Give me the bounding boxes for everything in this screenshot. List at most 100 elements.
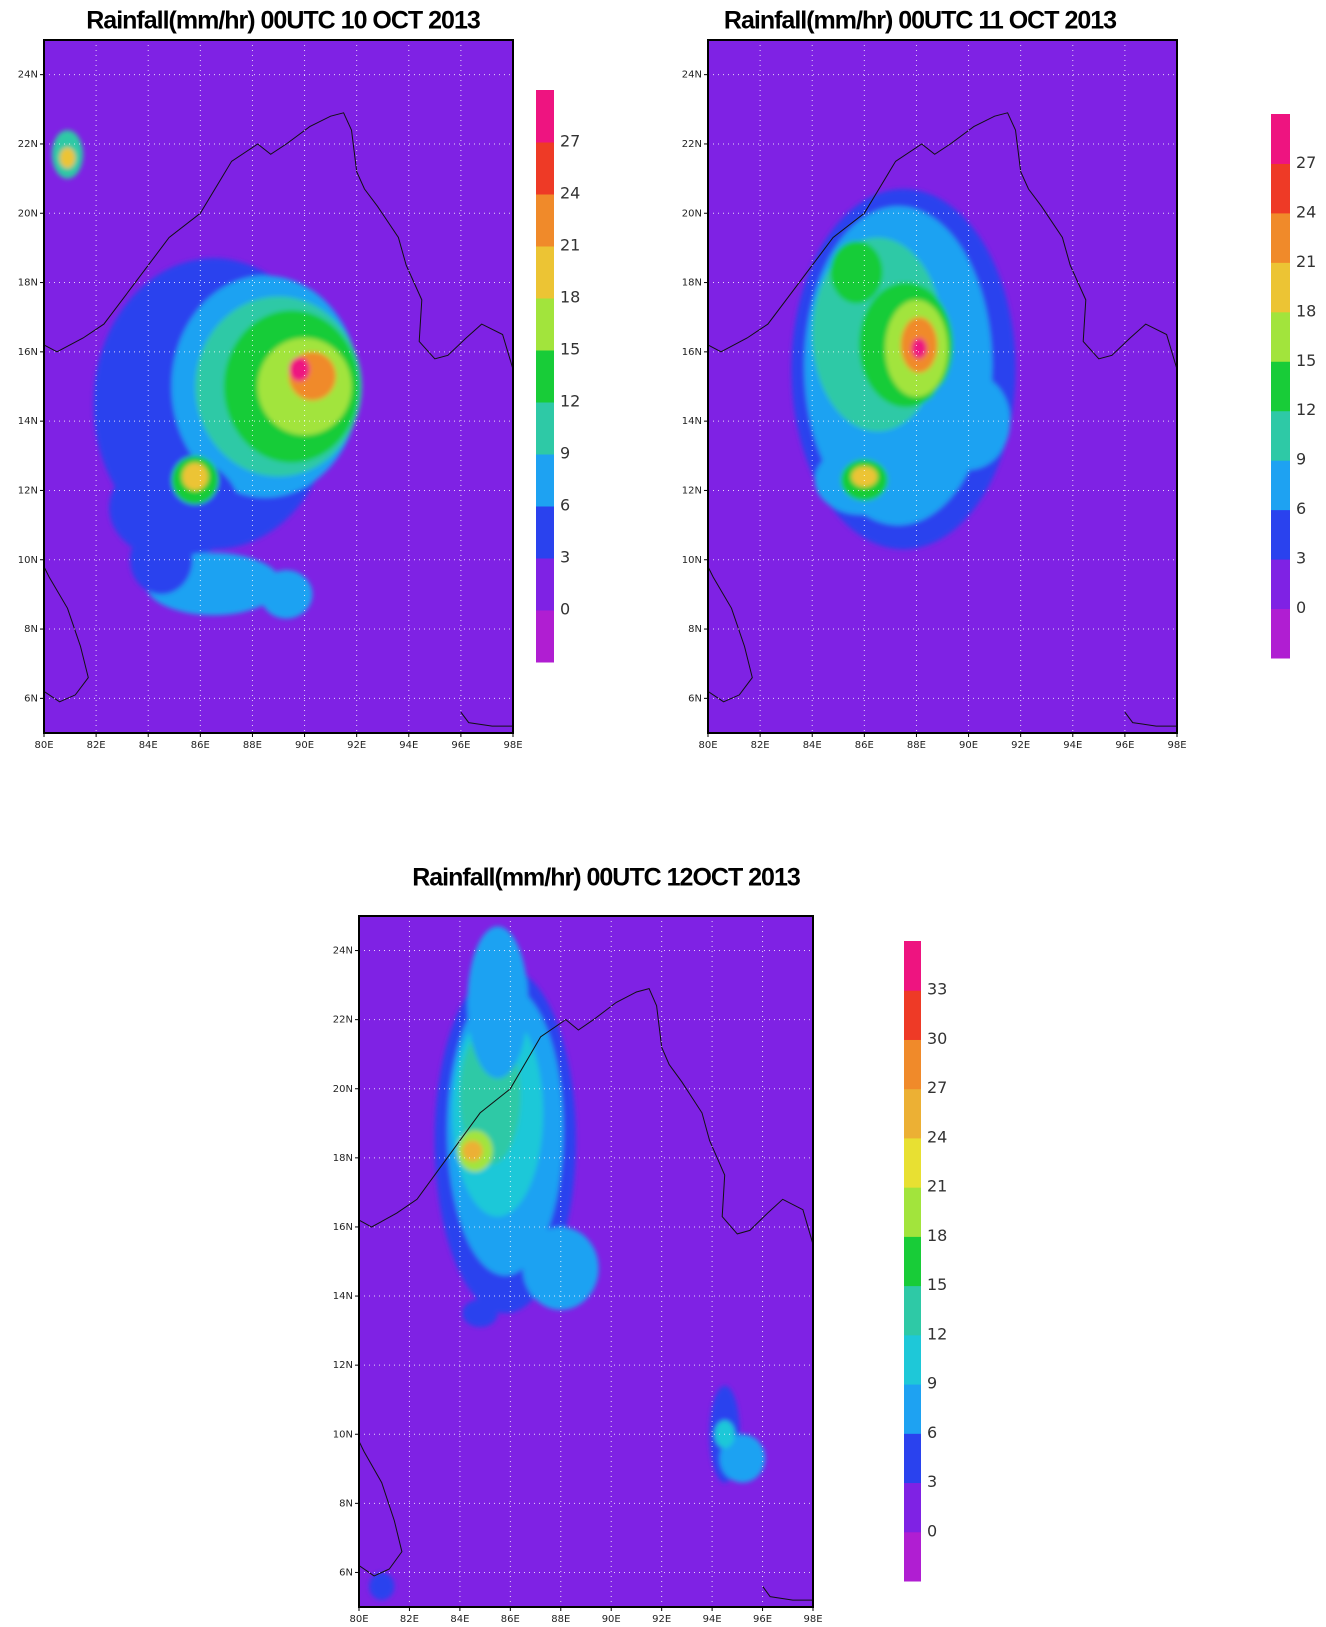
- x-tick-label: 88E: [243, 740, 262, 751]
- coastline: [44, 112, 513, 370]
- x-tick-label: 80E: [698, 740, 717, 751]
- x-tick-label: 82E: [751, 740, 770, 751]
- x-tick-label: 86E: [191, 740, 210, 751]
- y-tick-label: 6N: [24, 693, 38, 704]
- colorbar-label: 3: [560, 548, 570, 567]
- y-tick-label: 16N: [333, 1222, 353, 1233]
- colorbar-band: [904, 990, 921, 1040]
- colorbar-label: 15: [927, 1275, 947, 1294]
- colorbar-label: 0: [927, 1521, 937, 1540]
- x-tick-label: 98E: [503, 740, 522, 751]
- colorbar-band: [904, 1187, 921, 1237]
- rain-cell: [369, 1572, 395, 1601]
- y-tick-label: 22N: [333, 1015, 353, 1026]
- colorbar-band: [904, 1334, 921, 1385]
- plot-area: [44, 40, 513, 733]
- plot-area: [359, 916, 813, 1607]
- colorbar-label: 24: [560, 184, 580, 203]
- map-title: Rainfall(mm/hr) 00UTC 12OCT 2013: [412, 864, 800, 892]
- rain-cell: [462, 1140, 483, 1162]
- y-tick-label: 18N: [18, 278, 38, 289]
- y-tick-label: 22N: [682, 139, 702, 150]
- rain-cell: [182, 462, 209, 491]
- y-tick-label: 8N: [339, 1498, 353, 1509]
- y-tick-label: 8N: [688, 624, 702, 635]
- colorbar-band: [536, 90, 554, 143]
- x-tick-label: 94E: [1063, 740, 1082, 751]
- y-tick-label: 10N: [682, 555, 702, 566]
- x-tick-label: 80E: [349, 1614, 368, 1625]
- map-title: Rainfall(mm/hr) 00UTC 10 OCT 2013: [86, 7, 480, 35]
- colorbar-band: [1271, 509, 1290, 560]
- colorbar-label: 27: [560, 132, 580, 151]
- coastline: [359, 1440, 403, 1577]
- x-tick-label: 94E: [399, 740, 418, 751]
- x-tick-label: 90E: [959, 740, 978, 751]
- plot-area: [708, 40, 1177, 733]
- colorbar-label: 9: [927, 1374, 937, 1393]
- colorbar-label: 9: [1296, 450, 1306, 469]
- colorbar-band: [1271, 559, 1290, 610]
- colorbar-band: [1271, 608, 1290, 659]
- rain-field: [791, 188, 1016, 550]
- colorbar-label: 0: [560, 600, 570, 619]
- colorbar-label: 30: [927, 1029, 947, 1048]
- y-tick-label: 6N: [688, 693, 702, 704]
- map-panel: Rainfall(mm/hr) 00UTC 11 OCT 2013 80E 82E 8…: [682, 7, 1317, 751]
- x-tick-label: 92E: [347, 740, 366, 751]
- colorbar-label: 15: [1296, 351, 1316, 370]
- colorbar-band: [536, 558, 554, 611]
- colorbar-band: [536, 350, 554, 403]
- x-tick-label: 92E: [1011, 740, 1030, 751]
- colorbar-label: 24: [1296, 202, 1316, 221]
- x-tick-label: 98E: [1167, 740, 1186, 751]
- colorbar-label: 12: [1296, 400, 1316, 419]
- colorbar-band: [1271, 212, 1290, 263]
- x-tick-label: 86E: [855, 740, 874, 751]
- colorbar-label: 6: [1296, 499, 1306, 518]
- colorbar-band: [536, 142, 554, 195]
- y-tick-label: 10N: [333, 1429, 353, 1440]
- colorbar-label: 24: [927, 1127, 947, 1146]
- x-tick-label: 88E: [551, 1614, 570, 1625]
- map-panel: Rainfall(mm/hr) 00UTC 12OCT 2013 80E 82E 84…: [333, 864, 948, 1625]
- x-tick-label: 96E: [753, 1614, 772, 1625]
- colorbar-label: 6: [927, 1423, 937, 1442]
- x-tick-label: 98E: [803, 1614, 822, 1625]
- x-tick-label: 84E: [139, 740, 158, 751]
- x-tick-label: 90E: [295, 740, 314, 751]
- colorbar-label: 21: [1296, 252, 1316, 271]
- y-tick-label: 18N: [682, 278, 702, 289]
- coastline: [359, 988, 813, 1245]
- colorbar-band: [1271, 410, 1290, 461]
- y-tick-label: 12N: [18, 485, 38, 496]
- rain-cell: [522, 1226, 599, 1310]
- colorbar-label: 3: [1296, 549, 1306, 568]
- colorbar-label: 27: [1296, 153, 1316, 172]
- colorbar-band: [536, 402, 554, 455]
- rain-cell: [911, 337, 927, 359]
- y-tick-label: 6N: [339, 1567, 353, 1578]
- y-tick-label: 24N: [18, 70, 38, 81]
- rain-field: [51, 130, 362, 619]
- colorbar-band: [904, 1088, 921, 1139]
- x-tick-label: 88E: [907, 740, 926, 751]
- colorbar-band: [904, 1384, 921, 1434]
- colorbar-band: [904, 1531, 921, 1582]
- rain-cell: [129, 525, 193, 595]
- colorbar-label: 33: [927, 980, 947, 999]
- colorbar-band: [536, 506, 554, 559]
- colorbar-band: [1271, 114, 1290, 164]
- map-title: Rainfall(mm/hr) 00UTC 11 OCT 2013: [724, 7, 1116, 35]
- plot-frame: [43, 39, 514, 734]
- colorbar-band: [904, 1285, 921, 1336]
- rain-cell: [851, 466, 878, 487]
- colorbar-label: 27: [927, 1078, 947, 1097]
- y-tick-label: 14N: [18, 416, 38, 427]
- colorbar-label: 18: [1296, 301, 1316, 320]
- colorbar-label: 6: [560, 496, 570, 515]
- y-tick-label: 24N: [333, 946, 353, 957]
- colorbar-band: [536, 194, 554, 247]
- x-tick-label: 82E: [87, 740, 106, 751]
- colorbar-band: [1271, 163, 1290, 214]
